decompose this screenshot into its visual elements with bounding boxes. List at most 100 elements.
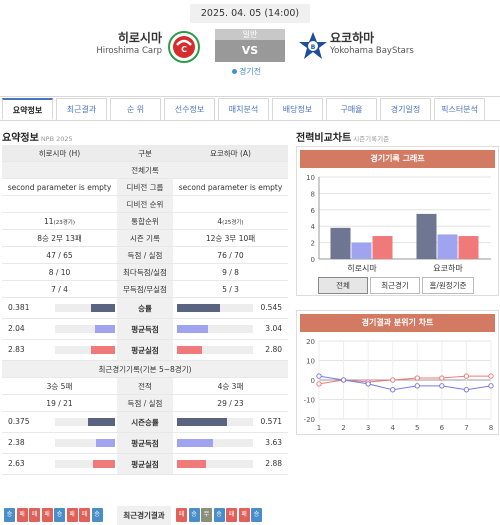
home-result-chip: 패: [79, 508, 90, 522]
recent-home-value: 0.375: [8, 417, 30, 426]
line-chart-point: [414, 383, 420, 389]
line-chart-point: [316, 381, 322, 387]
line-chart-title: 경기결과 분위기 차트: [300, 314, 495, 332]
line-chart-point: [316, 373, 322, 379]
tab-player-info[interactable]: 선수정보: [164, 98, 215, 120]
home-result-chip: 패: [66, 508, 78, 522]
away-team-eng-name: Yokohama BayStars: [330, 46, 414, 56]
recent-home-bar-track: [55, 439, 115, 447]
recent-home-bar-cell: 0.375: [2, 412, 117, 432]
season-rows: second parameter is empty 디비전 그룹 second pa…: [2, 179, 288, 298]
bar-chart-bar: [416, 213, 437, 259]
tab-schedule[interactable]: 경기일정: [380, 98, 431, 120]
home-team-name[interactable]: 히로시마: [117, 31, 162, 45]
season-home-value: 7 / 4: [2, 285, 117, 294]
recent-bar-row: 2.63 평균실점 2.88: [2, 454, 288, 475]
recent-away-value: 4승 3패: [173, 381, 288, 392]
line-chart-series-line: [318, 375, 492, 391]
line-chart-xtick: 6: [440, 424, 445, 432]
home-result-chip: 패: [41, 508, 53, 522]
season-away-bar-track: [177, 304, 253, 312]
tab-recent-results[interactable]: 최근결과: [56, 98, 107, 120]
tab-odds-info[interactable]: 배당정보: [272, 98, 323, 120]
season-away-value: second parameter is empty: [173, 183, 288, 192]
recent-away-bar-cell: 0.571: [173, 412, 288, 432]
game-type: 일반: [215, 29, 285, 40]
bar-chart-bar: [372, 236, 393, 259]
season-row: 8 / 10 최다득점/실점 9 / 8: [2, 264, 288, 281]
season-label: 최다득점/실점: [117, 264, 173, 280]
header-away: 요코하마 (A): [210, 148, 251, 158]
season-away-text: 12승 3무 10패: [205, 233, 256, 243]
tab-summary[interactable]: 요약정보: [2, 98, 53, 120]
summary-subtitle: NPB 2025: [40, 135, 73, 143]
season-section-row: 전체기록: [2, 162, 288, 179]
recent-label: 득점 / 실점: [117, 395, 173, 411]
season-home-value: 47 / 65: [2, 251, 117, 260]
tab-purchase-rate[interactable]: 구매율: [326, 98, 377, 120]
season-home-bar-fill: [91, 304, 115, 312]
season-row: 47 / 65 득점 / 실점 76 / 70: [2, 247, 288, 264]
bar-chart-category-label: 히로시마: [347, 263, 377, 273]
season-home-bar-track: [55, 325, 115, 333]
season-away-bar-fill: [177, 304, 221, 312]
season-home-value: 2.83: [8, 345, 25, 354]
season-home-value: 8승 2무 13패: [2, 233, 117, 244]
season-home-games: (23경기): [53, 219, 75, 226]
recent-rows: 3승 5패 전적 4승 3패 19 / 21 득점 / 실점 29 / 23: [2, 378, 288, 412]
recent-home-bar-cell: 2.38: [2, 433, 117, 453]
season-bar-row: 0.381 승률 0.545: [2, 298, 288, 319]
season-away-value: 5 / 3: [173, 285, 288, 294]
tab-match-analysis[interactable]: 매치분석: [218, 98, 269, 120]
bar-chart-bar: [437, 234, 458, 259]
svg-text:C: C: [181, 45, 187, 54]
line-chart-point: [488, 383, 494, 389]
recent-home-bar-track: [55, 460, 115, 468]
recent-home-bar-cell: 2.63: [2, 454, 117, 474]
recent-away-bar-track: [177, 418, 253, 426]
season-section-label: 전체기록: [131, 165, 159, 175]
line-chart-xtick: 3: [366, 424, 370, 432]
season-row: 8승 2무 13패 시즌 기록 12승 3무 10패: [2, 230, 288, 247]
chart-tab-all[interactable]: 전체: [318, 277, 368, 294]
game-datetime: 2025. 04. 05 (14:00): [190, 4, 310, 23]
line-chart-point: [365, 381, 371, 387]
tab-ranking[interactable]: 순 위: [110, 98, 161, 120]
chart-tab-recent[interactable]: 최근경기: [370, 277, 420, 294]
season-away-bar-track: [177, 346, 253, 354]
season-label: 디비전 그룹: [117, 179, 173, 195]
status-dot-icon: [232, 69, 237, 74]
tab-pickster-analysis[interactable]: 픽스터분석: [434, 98, 485, 120]
season-away-text: 76 / 70: [217, 250, 244, 260]
recent-bar-label: 시즌승률: [117, 412, 173, 432]
summary-table: 히로시마 (H) 구분 요코하마 (A) 전체기록 second paramet…: [2, 145, 288, 475]
line-chart-xtick: 4: [390, 424, 395, 432]
bar-chart-ytick: 2: [311, 240, 315, 248]
season-row: 디비전 순위: [2, 196, 288, 213]
season-away-text: 4: [217, 216, 223, 226]
away-result-chip: 패: [226, 508, 237, 522]
game-status-label: 경기전: [239, 67, 262, 76]
chart-tab-home-away[interactable]: 홈/원정기준: [422, 277, 474, 294]
recent-home-bar-fill: [95, 439, 115, 447]
recent-away-value: 3.63: [265, 438, 282, 447]
away-result-chip: 승: [251, 508, 262, 522]
recent-away-text: 29 / 23: [217, 398, 244, 408]
recent-away-bar-cell: 2.88: [173, 454, 288, 474]
bar-chart-panel: 경기기록 그래프 10 8 6 4 2 0 히로시마 요코하마: [296, 146, 499, 296]
line-chart-point: [414, 375, 420, 381]
summary-title: 요약정보 NPB 2025: [2, 129, 73, 144]
season-away-games: (25경기): [222, 219, 244, 226]
recent-bar-row: 2.38 평균득점 3.63: [2, 433, 288, 454]
season-label: 무득점/무실점: [117, 281, 173, 297]
away-team-name[interactable]: 요코하마: [330, 31, 375, 45]
header-home: 히로시마 (H): [38, 148, 81, 158]
bar-chart-bar: [330, 227, 351, 259]
season-home-text: 11: [44, 216, 54, 226]
season-home-text: 47 / 65: [46, 250, 73, 260]
bar-chart-ytick: 8: [311, 190, 315, 198]
season-away-bar-cell: 2.80: [173, 340, 288, 360]
line-chart-point: [463, 387, 470, 393]
home-team-eng-name: Hiroshima Carp: [96, 46, 162, 56]
